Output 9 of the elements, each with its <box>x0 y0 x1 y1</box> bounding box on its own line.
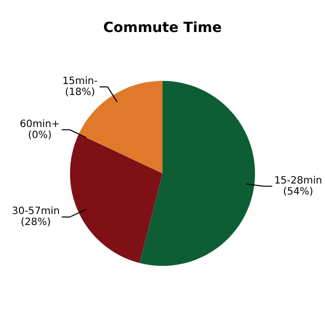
data-label: (18%) <box>64 86 96 98</box>
slice-label: 15-28min <box>274 175 322 186</box>
data-label: (28%) <box>20 217 51 228</box>
chart-title: Commute Time <box>103 20 222 36</box>
text: (0%) <box>28 130 52 141</box>
slice-label: 15min- <box>62 76 98 87</box>
category-label: 60min+ <box>20 118 60 130</box>
slice-label: 30-57min <box>12 206 60 218</box>
data-label: (54%) <box>283 186 314 198</box>
